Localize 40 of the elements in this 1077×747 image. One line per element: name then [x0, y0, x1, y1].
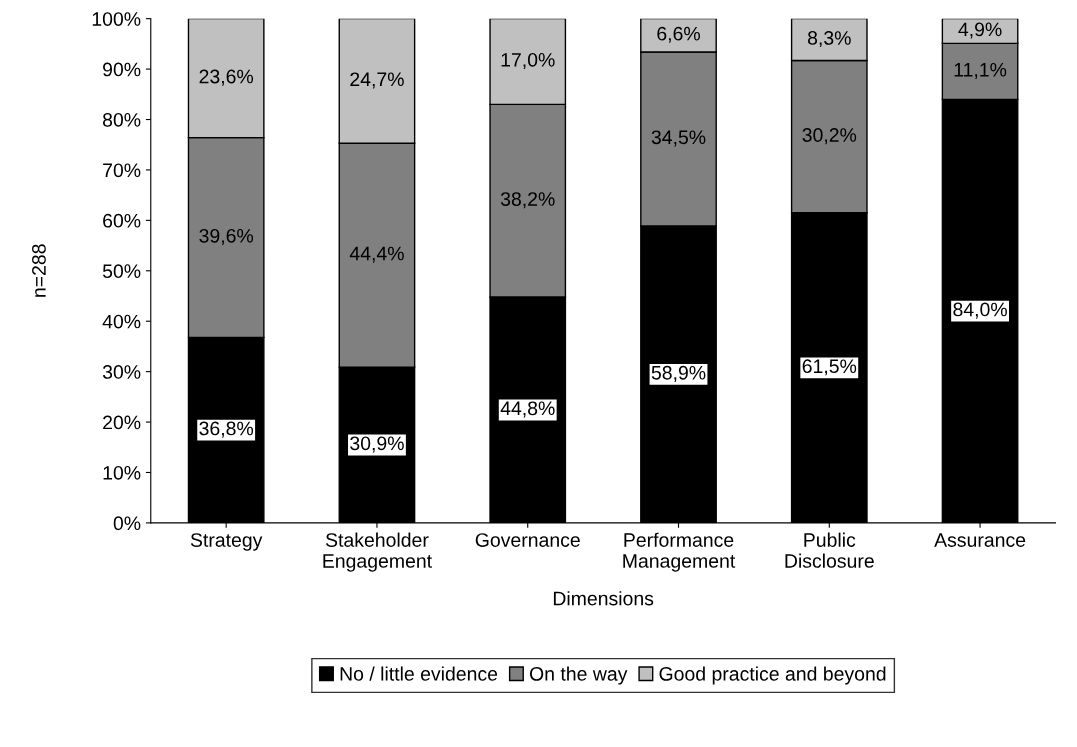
y-tick-label: 30% [102, 365, 141, 379]
data-label: 6,6% [657, 26, 700, 43]
y-tick-label: 10% [103, 465, 141, 480]
legend-label: No / little evidence [340, 666, 498, 681]
x-tick-label: Performance Management [623, 532, 736, 572]
legend-label: On the way [529, 666, 628, 685]
y-tick-label: 90% [103, 62, 141, 77]
x-tick-label: Governance [475, 533, 580, 547]
x-tick-label: Assurance [934, 533, 1026, 547]
x-axis-title: Dimensions [553, 591, 654, 606]
y-tick-label: 20% [103, 415, 141, 430]
y-tick-label: 70% [103, 163, 141, 178]
y-tick-label: 50% [102, 264, 141, 279]
data-label: 24,7% [350, 72, 404, 89]
y-tick-label: 100% [92, 12, 141, 26]
data-label: 11,1% [954, 62, 1007, 79]
data-label: 23,6% [199, 69, 254, 86]
data-label: 4,9% [958, 22, 1002, 39]
data-label: 84,0% [953, 302, 1007, 319]
x-tick-label: Strategy [190, 533, 263, 551]
x-tick-label: Public Disclosure [785, 532, 874, 568]
data-label: 44,4% [349, 246, 404, 263]
y-axis-title: n=288 [32, 244, 46, 297]
data-label: 30,2% [802, 128, 857, 145]
data-label: 36,8% [199, 421, 254, 438]
data-label: 58,9% [651, 365, 706, 382]
data-label: 38,2% [500, 192, 555, 209]
data-label: 44,8% [500, 401, 555, 418]
y-tick-label: 0% [113, 516, 141, 531]
data-label: 61,5% [802, 359, 857, 376]
data-label: 30,9% [350, 436, 404, 453]
legend-label: Good practice and beyond [659, 666, 886, 685]
y-tick-label: 60% [103, 213, 141, 228]
y-tick-label: 40% [102, 314, 141, 329]
data-label: 34,5% [651, 130, 706, 147]
x-tick-label: Stakeholder Engagement [323, 532, 432, 572]
data-label: 17,0% [501, 52, 555, 70]
data-label: 8,3% [807, 31, 851, 48]
data-label: 39,6% [199, 228, 254, 246]
y-tick-label: 80% [102, 112, 141, 127]
